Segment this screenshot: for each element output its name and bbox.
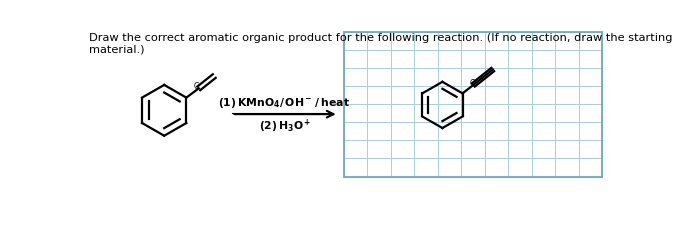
Text: $\mathbf{(2)\,H_3O^+}$: $\mathbf{(2)\,H_3O^+}$ bbox=[259, 118, 311, 135]
Text: $\mathbf{(1)\,KMnO_4/\,OH^-\,/\,heat}$: $\mathbf{(1)\,KMnO_4/\,OH^-\,/\,heat}$ bbox=[217, 96, 350, 110]
Text: material.): material.) bbox=[89, 44, 144, 54]
Text: Draw the correct aromatic organic product for the following reaction. (If no rea: Draw the correct aromatic organic produc… bbox=[89, 33, 672, 43]
Text: C: C bbox=[194, 82, 199, 91]
Bar bbox=[344, 32, 602, 177]
Text: C: C bbox=[469, 79, 475, 88]
